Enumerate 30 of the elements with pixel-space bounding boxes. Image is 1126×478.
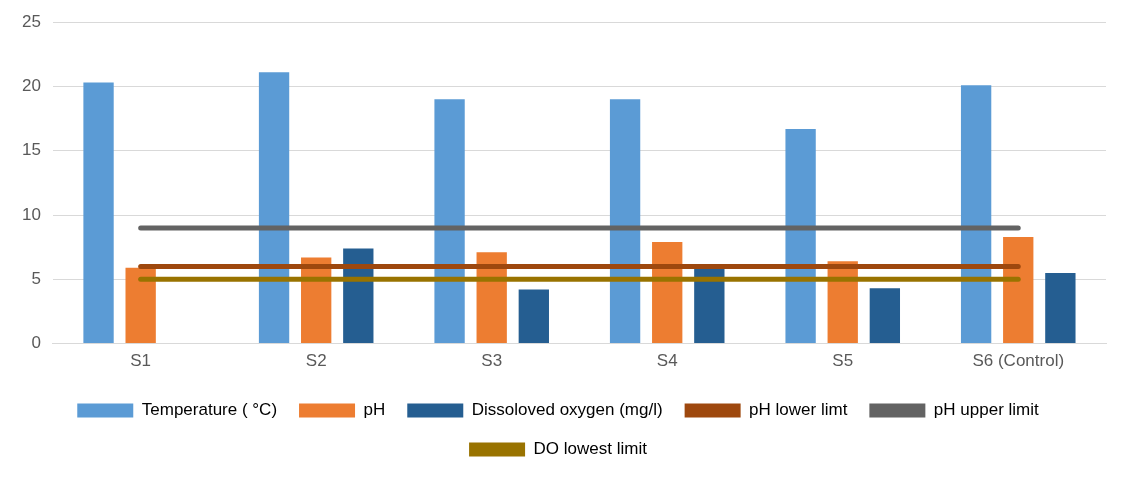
bar xyxy=(609,99,641,344)
x-tick-label: S5 xyxy=(832,351,854,371)
y-tick-label: 10 xyxy=(21,204,41,224)
x-tick-label: S1 xyxy=(130,351,152,371)
bar xyxy=(83,82,114,344)
y-tick-label: 0 xyxy=(31,333,41,353)
y-tick-label: 15 xyxy=(21,140,41,160)
y-tick-label: 20 xyxy=(21,76,41,96)
legend-label: pH lower limt xyxy=(749,400,848,420)
legend-label: pH upper limit xyxy=(933,400,1040,420)
x-tick-label: S3 xyxy=(481,351,503,371)
bar xyxy=(694,267,725,344)
x-tick-label: S6 (Control) xyxy=(972,351,1065,371)
legend-label: Dissoloved oxygen (mg/l) xyxy=(471,400,663,420)
bar xyxy=(1045,272,1076,344)
bar xyxy=(518,289,549,344)
bar xyxy=(785,128,816,344)
legend-label: pH xyxy=(363,400,386,420)
bar xyxy=(869,288,901,344)
y-tick-label: 5 xyxy=(31,269,41,289)
x-tick-label: S2 xyxy=(305,351,327,371)
legend-label: DO lowest limit xyxy=(533,439,648,459)
bar xyxy=(960,85,992,344)
legend-label: Temperature ( °C) xyxy=(141,400,278,420)
x-tick-label: S4 xyxy=(656,351,678,371)
bar xyxy=(434,99,465,344)
bar xyxy=(258,72,290,344)
bar xyxy=(1003,236,1034,344)
y-tick-label: 25 xyxy=(21,11,41,31)
bar xyxy=(125,267,156,344)
